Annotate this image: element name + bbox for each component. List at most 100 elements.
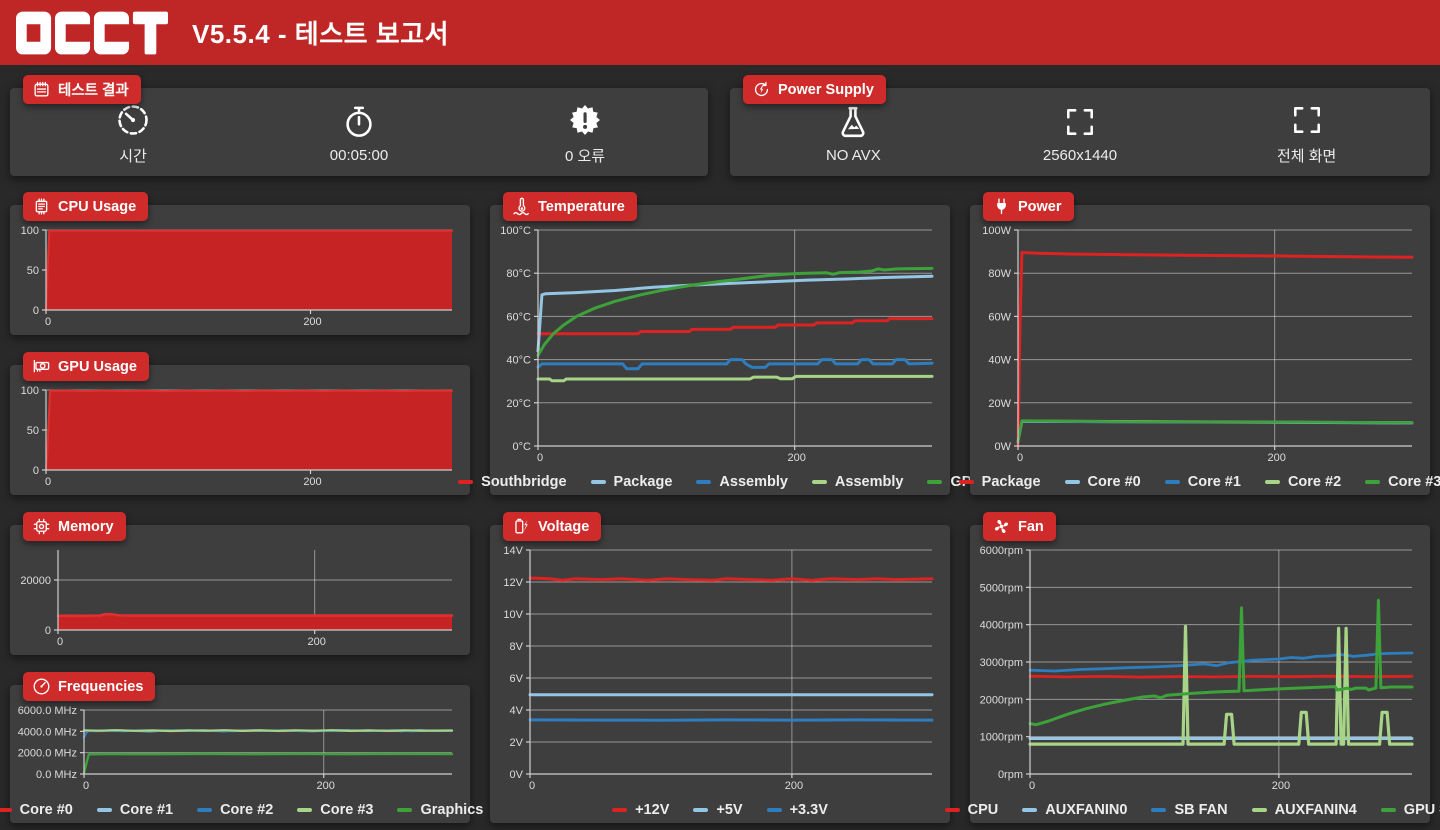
test-results-panel: 테스트 결과 시간 00:05:00 0 오류 (10, 75, 708, 176)
gpu-usage-badge: GPU Usage (23, 352, 149, 381)
power-supply-badge-label: Power Supply (778, 81, 874, 98)
gpu-usage-chart: 0 50 100 0 200 (16, 383, 462, 489)
cpu-usage-panel: CPU Usage 0 50 100 0 200 (10, 192, 470, 335)
svg-text:6000rpm: 6000rpm (980, 545, 1023, 557)
sync-bolt-icon (754, 82, 769, 97)
gpu-usage-badge-label: GPU Usage (58, 358, 137, 375)
power-chart: 0W 20W 40W 60W 80W 100W 0 200 (976, 223, 1422, 465)
svg-text:20000: 20000 (20, 575, 51, 587)
legend-item: Core #1 (96, 802, 173, 818)
occt-logo (16, 11, 168, 54)
svg-text:200: 200 (317, 780, 335, 792)
notepad-icon (34, 81, 49, 97)
frequencies-badge-label: Frequencies (58, 678, 144, 695)
memory-chart: 0 20000 0 200 (16, 543, 462, 649)
legend-item: GPU #0 (1380, 802, 1440, 818)
stopwatch-icon (346, 106, 372, 137)
legend-item: Core #3 (297, 802, 373, 818)
legend-swatch (458, 480, 474, 484)
memory-chip-icon (33, 518, 50, 535)
svg-text:2000.0 MHz: 2000.0 MHz (18, 748, 77, 760)
legend-item: Package (590, 474, 672, 490)
svg-text:200: 200 (303, 476, 321, 488)
fullscreen-mode-value: 전체 화면 (1276, 148, 1337, 165)
svg-text:6000.0 MHz: 6000.0 MHz (18, 705, 77, 717)
avx-mode-value: NO AVX (825, 147, 881, 164)
legend-swatch (944, 808, 960, 812)
legend-item: +12V (612, 802, 669, 818)
svg-text:200: 200 (785, 780, 803, 792)
cpu-chip-icon (35, 198, 48, 215)
svg-text:0: 0 (57, 636, 63, 648)
legend-swatch (1380, 808, 1396, 812)
legend-swatch (958, 480, 974, 484)
legend-item: Assembly (811, 474, 903, 490)
battery-bolt-icon (515, 518, 528, 534)
power-legend: Package Core #0 Core #1 Core #2 Core #3 (958, 474, 1440, 490)
legend-swatch (1164, 480, 1180, 484)
svg-text:2V: 2V (510, 737, 524, 749)
svg-text:0: 0 (45, 625, 51, 637)
legend-swatch (590, 480, 606, 484)
gauge-needle-icon (33, 678, 50, 695)
svg-text:0.0 MHz: 0.0 MHz (36, 769, 77, 781)
svg-text:2000rpm: 2000rpm (980, 694, 1023, 706)
app-header: OCCT V5.5.4 - 테스트 보고서 (0, 0, 1440, 65)
svg-text:0: 0 (83, 780, 89, 792)
fan-chart: 0rpm 1000rpm 2000rpm 3000rpm 4000rpm 5000rpm 6… (976, 543, 1422, 793)
voltage-panel: Voltage 0V 2V 4V 6V 8V 10V 12V 14V 0 200 +12V +5V +… (490, 512, 950, 823)
temperature-chart: 0°C 20°C 40°C 60°C 80°C 100°C 0 200 (496, 223, 942, 465)
svg-text:80°C: 80°C (506, 268, 531, 280)
test-errors-item: 0 오류 (472, 100, 698, 168)
frequencies-panel: Frequencies 0.0 MHz 2000.0 MHz 4000.0 MHz 6… (0, 672, 483, 823)
voltage-badge: Voltage (503, 512, 602, 541)
fan-legend: CPU AUXFANIN0 SB FAN AUXFANIN4 GPU #0 (944, 802, 1440, 818)
fullscreen-icon (1293, 107, 1320, 133)
voltage-badge-label: Voltage (538, 518, 590, 535)
svg-text:80W: 80W (988, 268, 1011, 280)
svg-text:12V: 12V (503, 577, 523, 589)
power-panel: Power 0W 20W 40W 60W 80W 100W 0 200 Package Core… (958, 192, 1440, 495)
cpu-usage-badge-label: CPU Usage (58, 198, 137, 215)
fan-badge-label: Fan (1018, 518, 1044, 535)
test-time-value: 00:05:00 (329, 147, 389, 164)
thermometer-icon (513, 197, 529, 216)
gpu-usage-panel: GPU Usage 0 50 100 0 200 (10, 352, 470, 495)
legend-swatch (1264, 480, 1280, 484)
legend-item: Package (958, 474, 1041, 490)
svg-text:40°C: 40°C (506, 355, 531, 367)
legend-item: Southbridge (458, 474, 567, 490)
test-time-item: 00:05:00 (246, 100, 472, 168)
svg-text:0W: 0W (995, 441, 1012, 453)
temperature-panel: Temperature 0°C 20°C 40°C 60°C 80°C 100°C 0 200… (458, 192, 982, 495)
svg-text:4000rpm: 4000rpm (980, 620, 1023, 632)
resolution-value: 2560x1440 (1042, 147, 1118, 164)
cpu-usage-chart: 0 50 100 0 200 (16, 223, 462, 329)
gpu-card-icon (33, 359, 50, 373)
legend-swatch (297, 808, 313, 812)
flask-icon (841, 106, 865, 138)
svg-text:20°C: 20°C (506, 398, 531, 410)
svg-text:3000rpm: 3000rpm (980, 657, 1023, 669)
gauge-icon (118, 105, 148, 135)
cpu-usage-badge: CPU Usage (23, 192, 149, 221)
svg-text:0: 0 (537, 452, 543, 464)
legend-item: Core #0 (1064, 474, 1141, 490)
svg-text:200: 200 (788, 452, 806, 464)
fullscreen-icon (1067, 109, 1093, 135)
legend-swatch (612, 808, 628, 812)
svg-text:10V: 10V (503, 609, 523, 621)
svg-text:100W: 100W (982, 225, 1011, 237)
svg-text:60°C: 60°C (506, 311, 531, 323)
svg-text:50: 50 (27, 425, 39, 437)
svg-text:100: 100 (21, 225, 39, 237)
svg-text:14V: 14V (503, 545, 523, 557)
legend-item: AUXFANIN4 (1251, 802, 1357, 818)
test-results-badge-label: 테스트 결과 (58, 83, 129, 99)
power-supply-panel: Power Supply NO AVX 2560x1440 전체 화면 (730, 75, 1430, 176)
svg-text:200: 200 (303, 316, 321, 328)
page-title: V5.5.4 - 테스트 보고서 (192, 19, 450, 49)
temperature-badge-label: Temperature (538, 198, 625, 215)
svg-text:0: 0 (529, 780, 535, 792)
legend-item: +5V (693, 802, 743, 818)
